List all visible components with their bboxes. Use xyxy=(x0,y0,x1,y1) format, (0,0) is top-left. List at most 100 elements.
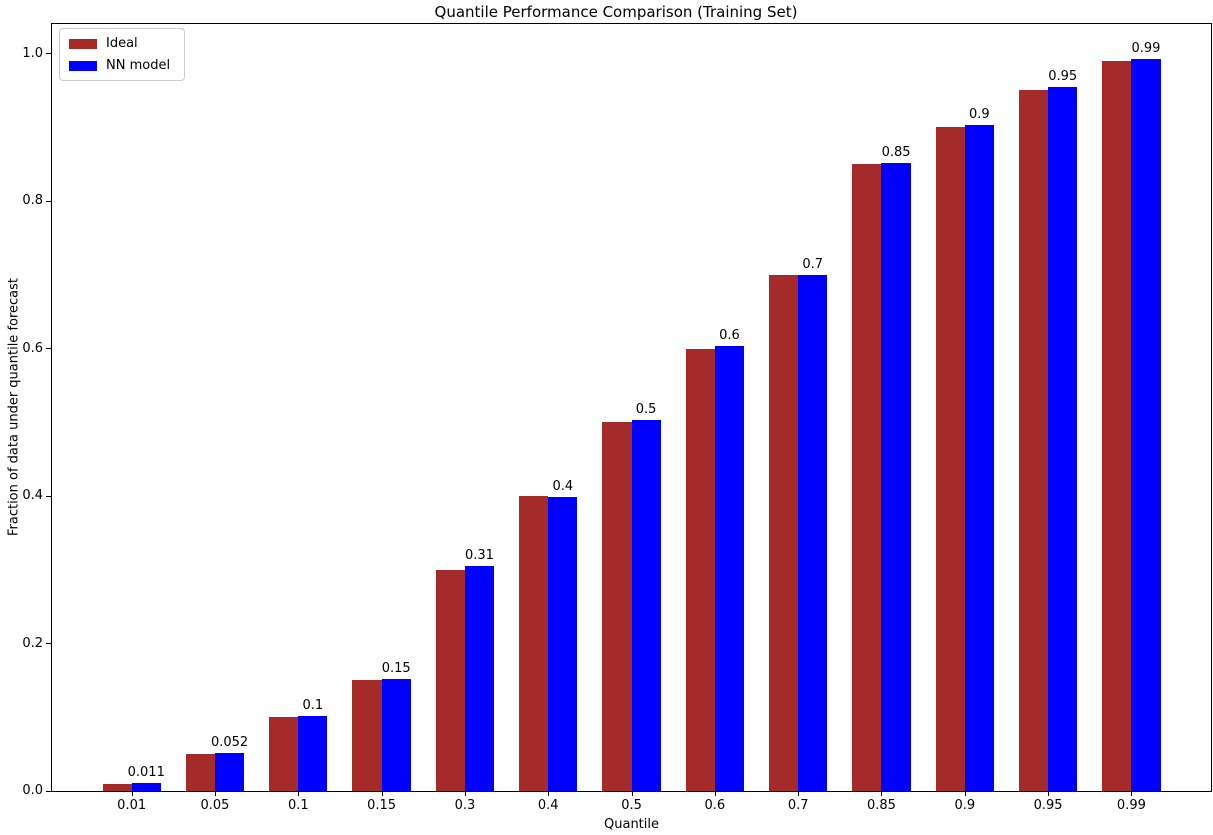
bar-group: 0.011 0.01 xyxy=(90,24,173,813)
bar-group: 0.6 0.6 xyxy=(673,24,756,813)
x-tick-label: 0.99 xyxy=(1116,798,1146,813)
y-tick-mark xyxy=(46,643,52,644)
x-tick-mark xyxy=(798,791,800,796)
y-tick-mark xyxy=(46,53,52,54)
legend-swatch xyxy=(69,38,97,49)
x-tick-label: 0.6 xyxy=(704,798,726,813)
bar-value-annotation: 0.6 xyxy=(719,327,740,343)
nn-model-bar xyxy=(298,715,328,791)
ideal-bar xyxy=(935,127,965,791)
nn-model-bar xyxy=(464,566,495,791)
x-tick-label: 0.9 xyxy=(954,798,976,813)
bar-value-annotation: 0.5 xyxy=(635,402,657,418)
x-tick-mark xyxy=(631,791,633,796)
legend-entry: Ideal xyxy=(69,36,170,51)
x-tick-label: 0.15 xyxy=(367,798,397,813)
y-tick-mark xyxy=(46,200,52,202)
ideal-bar xyxy=(269,717,299,791)
bar-value-annotation: 0.85 xyxy=(881,145,911,161)
y-tick-label: 0.4 xyxy=(22,488,43,503)
bar-group: 0.7 0.7 xyxy=(757,24,840,813)
y-tick-label: 0.0 xyxy=(22,783,43,798)
nn-model-bar xyxy=(548,497,578,791)
x-tick-mark xyxy=(298,791,300,796)
x-tick-label: 0.4 xyxy=(537,798,559,813)
ideal-bar xyxy=(769,274,799,791)
ideal-bar xyxy=(685,348,715,791)
bar-value-annotation: 0.1 xyxy=(302,697,324,713)
bar-group: 0.15 0.15 xyxy=(340,24,423,813)
nn-model-bar xyxy=(1048,86,1078,791)
nn-model-bar xyxy=(798,274,828,791)
y-tick-label: 0.2 xyxy=(22,635,43,651)
bar-value-annotation: 0.4 xyxy=(552,479,574,495)
bar-value-annotation: 0.011 xyxy=(127,764,165,780)
ideal-bar xyxy=(1102,60,1132,791)
x-axis-label: Quantile xyxy=(604,817,659,832)
legend-entry: NN model xyxy=(69,58,170,73)
bar-value-annotation: 0.31 xyxy=(465,548,494,564)
bar-group: 0.9 0.9 xyxy=(923,24,1006,813)
ideal-bar xyxy=(519,496,549,791)
x-tick-label: 0.5 xyxy=(621,798,642,813)
x-tick-label: 0.05 xyxy=(200,798,230,813)
x-tick-mark xyxy=(964,791,966,796)
bar-groups-container: 0.011 0.01 0.052 0.05 0.1 0.1 0.15 0.15 0.31 0.3 0… xyxy=(52,24,1211,813)
x-tick-label: 0.95 xyxy=(1033,798,1063,813)
bar-value-annotation: 0.99 xyxy=(1131,40,1161,56)
bar-group: 0.5 0.5 xyxy=(590,24,673,813)
x-tick-mark xyxy=(464,791,466,796)
x-tick-mark xyxy=(214,791,216,796)
plot-area: 0.011 0.01 0.052 0.05 0.1 0.1 0.15 0.15 0.31 0.3 0… xyxy=(22,23,1212,813)
y-tick-label: 0.6 xyxy=(22,340,43,356)
nn-model-bar xyxy=(214,752,245,791)
y-tick-label: 1.0 xyxy=(22,45,43,61)
legend-label: Ideal xyxy=(106,36,138,51)
ideal-bar xyxy=(435,569,465,791)
legend-label: NN model xyxy=(106,58,171,73)
x-tick-label: 0.3 xyxy=(454,798,476,813)
legend-swatch xyxy=(69,60,97,71)
y-tick-mark xyxy=(46,790,52,792)
nn-model-bar xyxy=(631,420,661,791)
bar-group: 0.31 0.3 xyxy=(423,24,506,813)
x-tick-mark xyxy=(714,791,716,796)
bar-value-annotation: 0.7 xyxy=(802,256,824,272)
ideal-bar xyxy=(852,164,882,791)
bar-value-annotation: 0.9 xyxy=(969,107,990,123)
nn-model-bar xyxy=(714,345,744,791)
nn-model-bar xyxy=(964,125,994,791)
bar-value-annotation: 0.15 xyxy=(381,660,411,676)
y-tick-label: 0.8 xyxy=(22,193,43,208)
ideal-bar xyxy=(352,680,382,791)
x-tick-label: 0.01 xyxy=(117,798,147,813)
x-tick-mark xyxy=(1131,791,1133,796)
x-tick-label: 0.85 xyxy=(866,798,896,813)
ideal-bar xyxy=(602,422,632,791)
chart-title: Quantile Performance Comparison (Trainin… xyxy=(434,3,798,21)
bar-group: 0.99 0.99 xyxy=(1090,24,1173,813)
ideal-bar xyxy=(185,754,215,791)
x-tick-label: 0.7 xyxy=(787,798,809,813)
x-tick-mark xyxy=(1048,791,1050,796)
legend: Ideal NN model xyxy=(59,28,186,81)
x-tick-mark xyxy=(131,791,133,796)
bar-group: 0.95 0.95 xyxy=(1006,24,1089,813)
x-tick-mark xyxy=(881,791,883,796)
y-tick-mark xyxy=(46,495,52,497)
bar-value-annotation: 0.052 xyxy=(210,734,249,750)
nn-model-bar xyxy=(1131,58,1161,791)
nn-model-bar xyxy=(381,678,411,791)
bar-group: 0.052 0.05 xyxy=(173,24,256,813)
nn-model-bar xyxy=(131,782,161,791)
bar-value-annotation: 0.95 xyxy=(1048,68,1078,84)
x-tick-label: 0.1 xyxy=(287,798,309,813)
ideal-bar xyxy=(102,783,132,791)
x-tick-mark xyxy=(381,791,383,796)
x-tick-mark xyxy=(548,791,550,796)
ideal-bar xyxy=(1018,90,1049,791)
bar-group: 0.85 0.85 xyxy=(840,24,923,813)
bar-group: 0.1 0.1 xyxy=(257,24,340,813)
bar-group: 0.4 0.4 xyxy=(507,24,590,813)
